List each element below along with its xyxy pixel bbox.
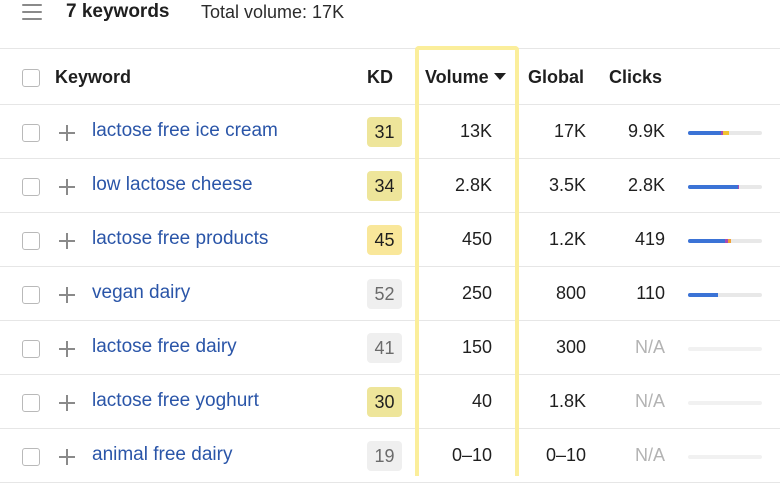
- table-row: lactose free dairy 41 150 300 N/A: [0, 321, 780, 375]
- plus-icon[interactable]: [58, 394, 76, 412]
- kd-badge: 45: [367, 225, 402, 255]
- table-header: Keyword KD Volume Global Clicks: [0, 49, 780, 103]
- plus-icon[interactable]: [58, 340, 76, 358]
- volume-value: 0–10: [451, 445, 492, 465]
- table-row: lactose free products 45 450 1.2K 419: [0, 213, 780, 267]
- clicks-value: 110: [636, 283, 665, 303]
- kd-badge: 30: [367, 387, 402, 417]
- row-checkbox[interactable]: [22, 448, 40, 466]
- plus-icon[interactable]: [58, 178, 76, 196]
- clicks-distribution-bar: [688, 131, 762, 135]
- clicks-distribution-bar: [688, 347, 762, 351]
- kd-badge: 34: [367, 171, 402, 201]
- plus-icon[interactable]: [58, 448, 76, 466]
- column-keyword[interactable]: Keyword: [55, 67, 132, 87]
- clicks-value: 419: [634, 229, 665, 249]
- column-volume[interactable]: Volume: [425, 67, 506, 88]
- clicks-value: N/A: [634, 391, 665, 411]
- clicks-bar-segment: [688, 185, 738, 189]
- global-volume-value: 300: [555, 337, 586, 357]
- total-volume: Total volume: 17K: [201, 2, 345, 22]
- clicks-bar-segment: [722, 131, 729, 135]
- plus-icon[interactable]: [58, 286, 76, 304]
- volume-value: 450: [461, 229, 492, 249]
- clicks-distribution-bar: [688, 293, 762, 297]
- clicks-bar-segment: [737, 185, 740, 189]
- row-checkbox[interactable]: [22, 232, 40, 250]
- clicks-value: 2.8K: [627, 175, 665, 195]
- column-global[interactable]: Global: [528, 67, 585, 87]
- keyword-link[interactable]: animal free dairy: [92, 444, 233, 465]
- column-clicks[interactable]: Clicks: [609, 67, 663, 87]
- plus-icon[interactable]: [58, 124, 76, 142]
- clicks-value: N/A: [634, 445, 665, 465]
- clicks-distribution-bar: [688, 239, 762, 243]
- keyword-link[interactable]: lactose free ice cream: [92, 120, 278, 141]
- global-volume-value: 3.5K: [548, 175, 586, 195]
- clicks-bar-segment: [688, 239, 725, 243]
- clicks-distribution-bar: [688, 401, 762, 405]
- sort-descending-icon: [493, 73, 506, 80]
- row-checkbox[interactable]: [22, 394, 40, 412]
- keyword-link[interactable]: vegan dairy: [92, 282, 191, 303]
- clicks-bar-segment: [721, 131, 723, 135]
- select-all-checkbox[interactable]: [22, 69, 40, 87]
- keyword-link[interactable]: lactose free dairy: [92, 336, 237, 357]
- global-volume-value: 800: [555, 283, 586, 303]
- clicks-bar-segment: [688, 131, 722, 135]
- keyword-link[interactable]: low lactose cheese: [92, 174, 253, 195]
- global-volume-value: 1.8K: [548, 391, 586, 411]
- table-row: low lactose cheese 34 2.8K 3.5K 2.8K: [0, 159, 780, 213]
- keyword-link[interactable]: lactose free products: [92, 228, 269, 249]
- clicks-value: 9.9K: [627, 121, 665, 141]
- volume-value: 2.8K: [454, 175, 492, 195]
- global-volume-value: 1.2K: [548, 229, 586, 249]
- kd-badge: 19: [367, 441, 402, 471]
- clicks-value: N/A: [634, 337, 665, 357]
- plus-icon[interactable]: [58, 232, 76, 250]
- kd-badge: 41: [367, 333, 402, 363]
- row-checkbox[interactable]: [22, 286, 40, 304]
- global-volume-value: 17K: [553, 121, 586, 141]
- table-row: vegan dairy 52 250 800 110: [0, 267, 780, 321]
- column-volume-label: Volume: [425, 67, 489, 87]
- kd-badge: 31: [367, 117, 402, 147]
- clicks-bar-segment: [725, 239, 728, 243]
- keyword-link[interactable]: lactose free yoghurt: [92, 390, 259, 411]
- clicks-distribution-bar: [688, 185, 762, 189]
- clicks-bar-segment: [727, 239, 731, 243]
- keyword-count: 7 keywords: [66, 1, 170, 22]
- kd-badge: 52: [367, 279, 402, 309]
- volume-value: 13K: [459, 121, 492, 141]
- volume-value: 40: [471, 391, 492, 411]
- table-row: animal free dairy 19 0–10 0–10 N/A: [0, 429, 780, 483]
- clicks-distribution-bar: [688, 455, 762, 459]
- hamburger-menu-icon[interactable]: [22, 4, 42, 20]
- toolbar: 7 keywords Total volume: 17K: [0, 0, 780, 30]
- volume-value: 150: [461, 337, 492, 357]
- table-row: lactose free ice cream 31 13K 17K 9.9K: [0, 105, 780, 159]
- clicks-bar-segment: [688, 293, 718, 297]
- global-volume-value: 0–10: [545, 445, 586, 465]
- column-kd[interactable]: KD: [367, 67, 393, 87]
- row-checkbox[interactable]: [22, 124, 40, 142]
- row-checkbox[interactable]: [22, 340, 40, 358]
- row-checkbox[interactable]: [22, 178, 40, 196]
- volume-value: 250: [461, 283, 492, 303]
- table-row: lactose free yoghurt 30 40 1.8K N/A: [0, 375, 780, 429]
